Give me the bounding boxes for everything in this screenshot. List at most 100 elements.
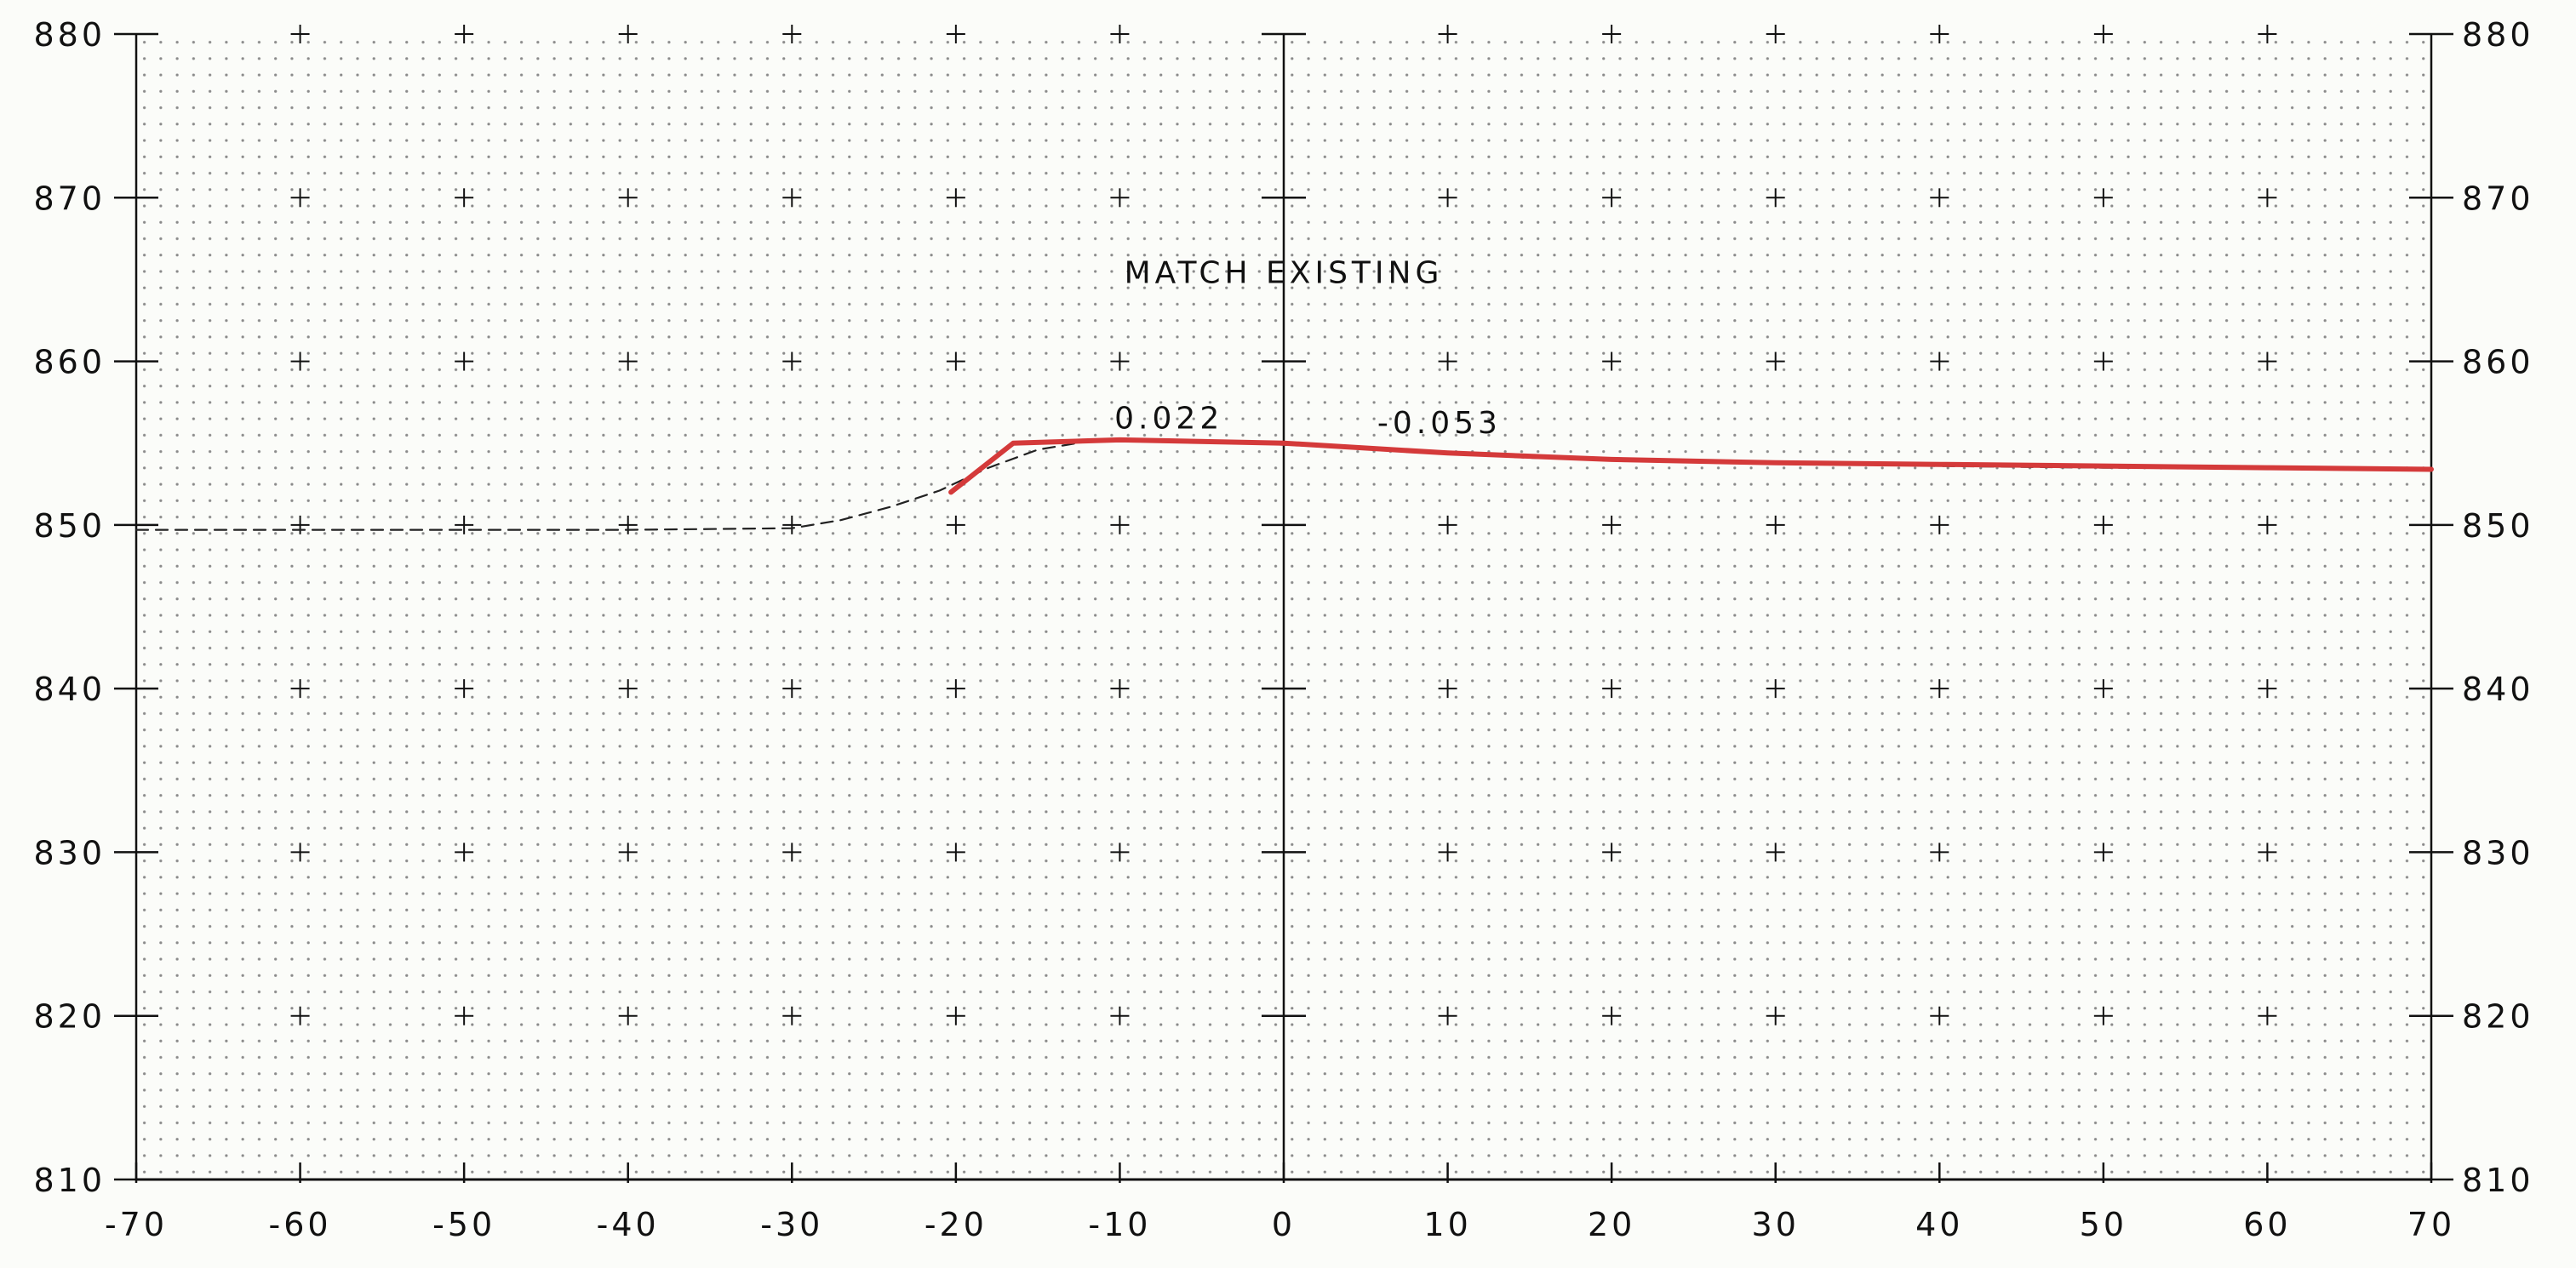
grid-cross	[2093, 188, 2113, 208]
grid-cross	[618, 515, 638, 534]
y-tick-label-left: 820	[33, 998, 106, 1036]
series-layer	[135, 437, 2434, 531]
grid-cross	[290, 25, 310, 43]
grid-cross	[618, 351, 638, 371]
x-tick-label: 60	[2243, 1206, 2291, 1243]
grid-cross	[2258, 842, 2277, 862]
y-tick-label-right: 830	[2462, 834, 2534, 871]
x-tick-label: -20	[924, 1206, 987, 1243]
grid-cross	[782, 1006, 802, 1025]
annotation-label: -0.053	[1377, 406, 1502, 441]
y-tick-label-left: 880	[33, 16, 106, 54]
grid-cross	[455, 515, 474, 534]
grid-cross	[1602, 25, 1622, 43]
x-tick-label: -40	[597, 1206, 660, 1243]
grid-cross	[2258, 351, 2277, 371]
grid-cross	[1602, 351, 1622, 371]
grid-cross	[2258, 188, 2277, 208]
y-tick-label-left: 860	[33, 344, 106, 381]
grid-cross	[1110, 188, 1130, 208]
x-tick-label: 20	[1588, 1206, 1635, 1243]
grid-cross	[1602, 188, 1622, 208]
y-tick-label-left: 810	[33, 1162, 106, 1199]
grid-cross	[782, 351, 802, 371]
grid-cross	[1930, 842, 1949, 862]
grid-cross	[946, 1006, 965, 1025]
grid-cross	[1602, 679, 1622, 699]
grid-cross	[455, 25, 474, 43]
grid-cross	[1438, 1006, 1457, 1025]
y-tick-label-right: 870	[2462, 180, 2534, 217]
x-tick-label: 10	[1423, 1206, 1471, 1243]
grid-cross	[1110, 515, 1130, 534]
grid-cross	[2258, 679, 2277, 699]
grid-cross	[1766, 1006, 1785, 1025]
grid-cross	[1110, 842, 1130, 862]
grid-cross	[946, 351, 965, 371]
grid-cross	[1438, 25, 1457, 43]
x-tick-label: 40	[1915, 1206, 1963, 1243]
grid-cross	[1602, 842, 1622, 862]
y-tick-label-left: 870	[33, 180, 106, 217]
grid-cross	[1766, 188, 1785, 208]
grid-cross	[290, 188, 310, 208]
grid-crosses	[290, 25, 2277, 1025]
grid-cross	[1602, 515, 1622, 534]
grid-cross	[1766, 679, 1785, 699]
grid-cross	[782, 188, 802, 208]
grid-cross	[946, 679, 965, 699]
bottom-axis-ticks: -70 -60 -50 -40 -30 -20 -10 0 10 20 30 40 50 60 70	[105, 1162, 2455, 1243]
x-tick-label: -10	[1088, 1206, 1151, 1243]
grid-cross	[2093, 679, 2113, 699]
grid-cross	[2258, 515, 2277, 534]
grid-cross	[782, 842, 802, 862]
grid-cross	[2093, 351, 2113, 371]
grid-cross	[1930, 25, 1949, 43]
grid-cross	[946, 25, 965, 43]
grid-cross	[2093, 1006, 2113, 1025]
annotation-label: MATCH EXISTING	[1125, 255, 1444, 290]
y-tick-label-right: 860	[2462, 344, 2534, 381]
grid-cross	[1766, 842, 1785, 862]
grid-cross	[1602, 1006, 1622, 1025]
y-tick-label-right: 880	[2462, 16, 2534, 54]
y-tick-label-left: 840	[33, 671, 106, 708]
x-tick-label: -60	[269, 1206, 332, 1243]
x-tick-label: -30	[760, 1206, 823, 1243]
grid-cross	[2258, 25, 2277, 43]
left-axis-ticks: 880 870 860 850 840 830 820 810	[33, 16, 1306, 1199]
grid-cross	[2093, 515, 2113, 534]
y-tick-label-left: 850	[33, 507, 106, 545]
x-tick-label: 70	[2407, 1206, 2455, 1243]
grid-cross	[946, 188, 965, 208]
grid-cross	[290, 515, 310, 534]
grid-cross	[2258, 1006, 2277, 1025]
grid-cross	[455, 679, 474, 699]
grid-cross	[618, 25, 638, 43]
grid-cross	[2093, 842, 2113, 862]
grid-cross	[1438, 351, 1457, 371]
x-tick-label: 30	[1752, 1206, 1800, 1243]
grid-cross	[618, 679, 638, 699]
y-tick-label-right: 850	[2462, 507, 2534, 545]
grid-cross	[290, 1006, 310, 1025]
x-tick-label: 0	[1272, 1206, 1296, 1243]
grid-cross	[782, 25, 802, 43]
grid-cross	[1110, 679, 1130, 699]
grid-cross	[2093, 25, 2113, 43]
grid-cross	[946, 515, 965, 534]
grid-cross	[1438, 842, 1457, 862]
right-axis-ticks: 880 870 860 850 840 830 820 810	[2409, 16, 2534, 1199]
grid-cross	[782, 515, 802, 534]
grid-cross	[782, 679, 802, 699]
x-tick-label: -70	[105, 1206, 168, 1243]
annotation-layer: MATCH EXISTING 0.022 -0.053	[1114, 255, 1502, 441]
grid-cross	[1438, 188, 1457, 208]
grid-cross	[1766, 351, 1785, 371]
grid-cross	[290, 351, 310, 371]
grid-cross	[455, 1006, 474, 1025]
grid-cross	[1110, 25, 1130, 43]
grid-cross	[455, 188, 474, 208]
